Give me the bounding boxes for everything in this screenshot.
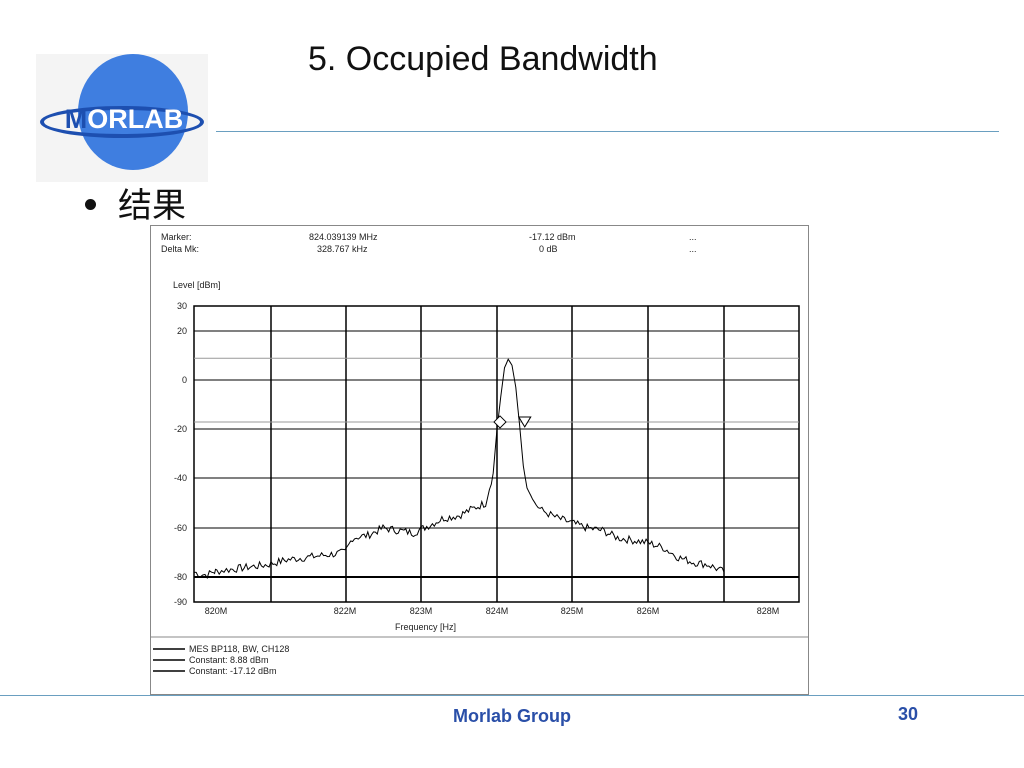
footer-divider — [0, 695, 1024, 696]
marker-extra: ... — [689, 232, 697, 242]
y-tick-label: -60 — [174, 523, 187, 533]
page-number: 30 — [898, 704, 919, 724]
marker-label: Marker: — [161, 232, 192, 242]
footer-text: Morlab Group — [453, 706, 571, 726]
x-tick-label: 826M — [637, 606, 660, 616]
delta-extra: ... — [689, 244, 697, 254]
logo-ring — [40, 106, 204, 138]
spectrum-chart: Marker: 824.039139 MHz -17.12 dBm ... De… — [151, 232, 808, 676]
title-divider — [216, 131, 999, 132]
marker-level: -17.12 dBm — [529, 232, 576, 242]
marker-diamond — [493, 415, 507, 429]
y-axis-label: Level [dBm] — [173, 280, 221, 290]
y-tick-label: -40 — [174, 473, 187, 483]
morlab-logo: MORLAB — [36, 54, 208, 182]
legend-label: Constant: -17.12 dBm — [189, 666, 277, 676]
x-tick-label: 828M — [757, 606, 780, 616]
y-tick-label: -90 — [174, 597, 187, 607]
y-tick-label: -80 — [174, 572, 187, 582]
trace-line — [193, 358, 725, 580]
delta-freq: 328.767 kHz — [317, 244, 368, 254]
y-tick-label: 20 — [177, 326, 187, 336]
x-tick-label: 823M — [410, 606, 433, 616]
y-tick-label: -20 — [174, 424, 187, 434]
x-tick-label: 820M — [205, 606, 228, 616]
logo-text: MORLAB — [64, 104, 184, 134]
spectrum-chart-panel: Marker: 824.039139 MHz -17.12 dBm ... De… — [150, 225, 809, 695]
delta-level: 0 dB — [539, 244, 558, 254]
bullet-item: 结果 — [85, 178, 186, 227]
x-tick-label: 824M — [486, 606, 509, 616]
delta-label: Delta Mk: — [161, 244, 199, 254]
y-tick-label: 30 — [177, 301, 187, 311]
marker-triangle — [517, 416, 532, 428]
bullet-dot — [85, 198, 96, 210]
legend-label: MES BP118, BW, CH128 — [189, 644, 289, 654]
x-tick-label: 825M — [561, 606, 584, 616]
x-axis-label: Frequency [Hz] — [395, 622, 456, 632]
y-tick-label: 0 — [182, 375, 187, 385]
bullet-text: 结果 — [118, 187, 186, 225]
slide-title: 5. Occupied Bandwidth — [308, 40, 658, 78]
legend-label: Constant: 8.88 dBm — [189, 655, 269, 665]
x-tick-label: 822M — [334, 606, 357, 616]
marker-freq: 824.039139 MHz — [309, 232, 378, 242]
